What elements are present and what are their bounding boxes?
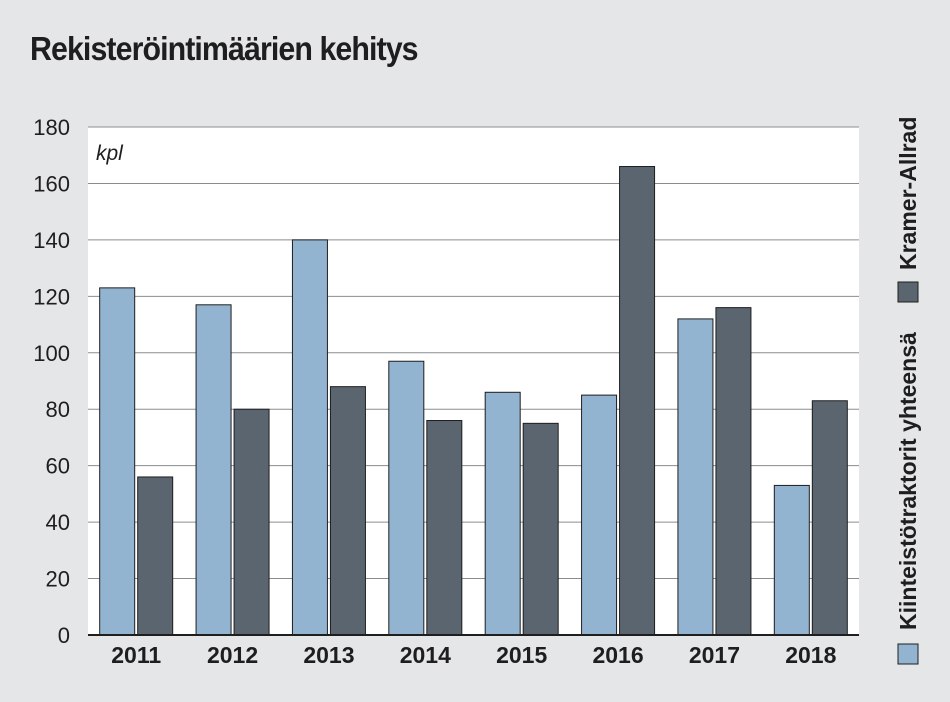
bar (773, 484, 810, 636)
bar (137, 476, 174, 636)
bar (233, 408, 270, 636)
x-tick-label: 2013 (303, 642, 354, 668)
legend-label: Kiinteistötraktorit yhteensä (895, 332, 921, 630)
y-tick-label: 120 (33, 284, 70, 309)
bar (677, 318, 714, 636)
bar (388, 360, 425, 636)
bar (522, 422, 559, 636)
y-tick-label: 160 (33, 171, 70, 196)
legend-swatch (897, 643, 919, 665)
bar (619, 166, 656, 636)
x-tick-label: 2012 (207, 642, 258, 668)
y-tick-label: 0 (58, 623, 70, 648)
bar (426, 420, 463, 636)
x-tick-label: 2015 (496, 642, 547, 668)
bar (484, 391, 521, 636)
legend-label: Kramer-Allrad (895, 117, 921, 270)
bar (195, 304, 232, 636)
x-tick-label: 2014 (400, 642, 451, 668)
y-tick-label: 40 (46, 510, 70, 535)
bar (99, 287, 136, 636)
y-tick-label: 140 (33, 228, 70, 253)
x-tick-label: 2016 (592, 642, 643, 668)
legend-swatch (897, 281, 919, 303)
x-tick-label: 2011 (111, 642, 161, 668)
x-tick-label: 2017 (689, 642, 740, 668)
y-tick-label: 100 (33, 341, 70, 366)
x-tick-label: 2018 (785, 642, 836, 668)
bar (811, 400, 848, 636)
y-tick-label: 60 (46, 454, 70, 479)
y-tick-label: 20 (46, 567, 70, 592)
y-tick-label: 180 (33, 115, 70, 140)
bar (329, 386, 366, 636)
bar (715, 307, 752, 636)
bar (291, 239, 328, 636)
unit-label: kpl (96, 142, 124, 165)
bar (581, 394, 618, 636)
y-tick-label: 80 (46, 397, 70, 422)
chart-title: Rekisteröintimäärien kehitys (30, 30, 419, 67)
